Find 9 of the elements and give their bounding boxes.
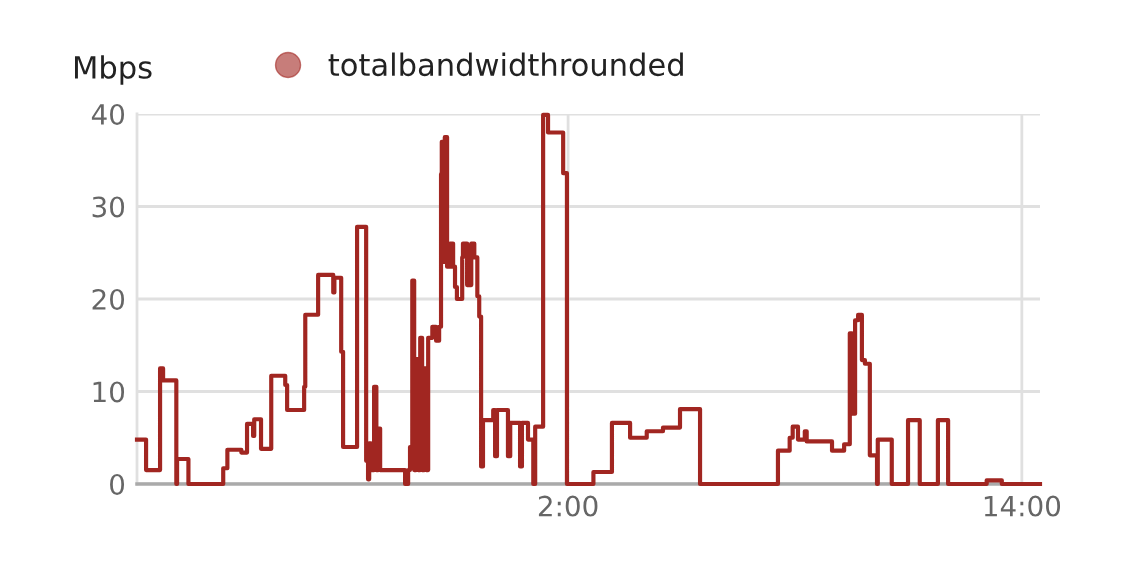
x-tick-label: 2:00	[538, 495, 598, 517]
y-tick-label: 30	[92, 196, 125, 218]
y-tick-label: 20	[92, 288, 125, 310]
y-tick-label: 40	[91, 103, 125, 125]
y-axis-title: Mbps	[75, 55, 152, 85]
y-tick-label: 0	[110, 473, 125, 495]
x-tick-label: 14:00	[984, 495, 1061, 517]
legend-label: totalbandwidthrounded	[328, 52, 683, 77]
y-tick-label: 10	[93, 381, 125, 403]
